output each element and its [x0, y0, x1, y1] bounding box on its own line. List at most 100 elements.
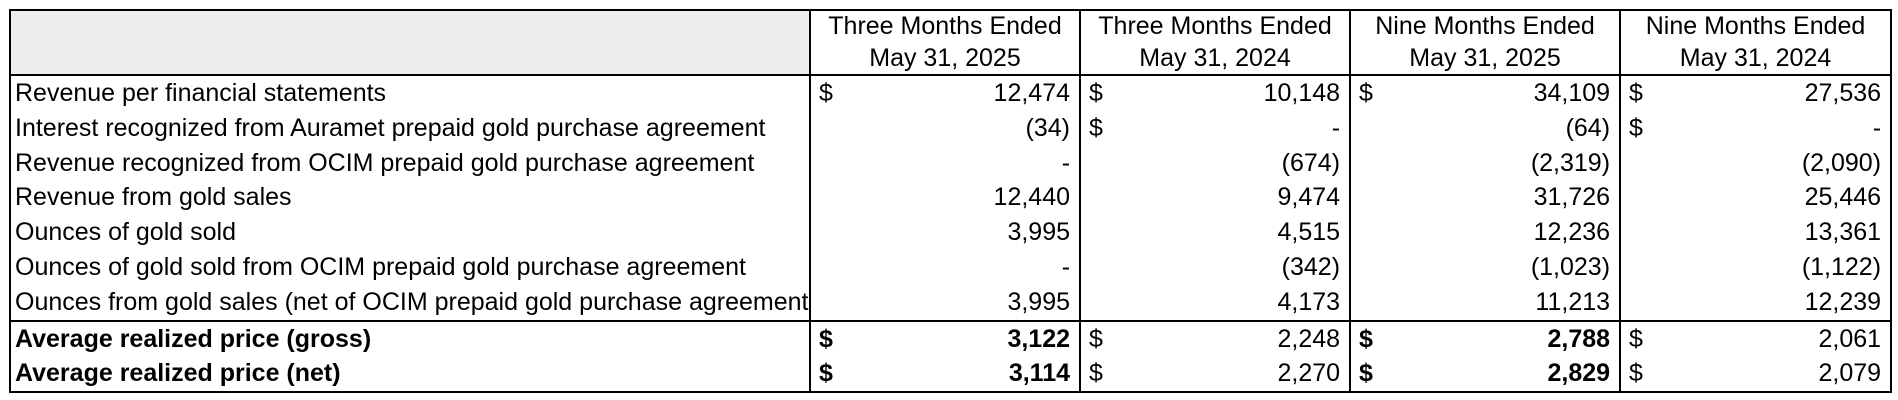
row-label: Ounces from gold sales (net of OCIM prep…: [9, 284, 811, 321]
cell-value: (2,090): [1660, 145, 1893, 181]
cell-value: 25,446: [1660, 180, 1893, 216]
cell-value: 3,114: [850, 356, 1082, 394]
cell-value: -: [850, 249, 1082, 285]
cell-value: 4,515: [1120, 215, 1352, 250]
col-header-period-line1: Three Months Ended: [810, 9, 1082, 43]
cell-value: -: [1120, 110, 1352, 146]
dollar-sign: [1350, 250, 1390, 285]
dollar-sign: $: [1629, 79, 1643, 107]
row-label: Ounces of gold sold from OCIM prepaid go…: [9, 249, 811, 285]
dollar-sign: $: [819, 79, 833, 107]
dollar-sign: $: [810, 356, 850, 394]
col-header-period-line1: Three Months Ended: [1080, 9, 1352, 43]
dollar-sign: [810, 146, 850, 181]
dollar-sign: [810, 111, 850, 146]
col-header-period-line1: Nine Months Ended: [1350, 9, 1622, 43]
cell-value: 13,361: [1660, 215, 1893, 250]
dollar-sign: $: [1089, 79, 1103, 107]
col-header-date: May 31, 2024: [1620, 42, 1893, 76]
table-row: Ounces of gold sold from OCIM prepaid go…: [9, 249, 1893, 285]
cell-value: (1,122): [1660, 249, 1893, 285]
dollar-sign: [1350, 285, 1390, 321]
cell-value: (2,319): [1390, 145, 1622, 181]
dollar-sign: $: [1629, 113, 1643, 142]
dollar-sign: $: [810, 319, 850, 357]
header-corner: [9, 42, 811, 76]
cell-value: 27,536: [1660, 75, 1893, 111]
table-row-total: Average realized price (gross) $3,122 $2…: [9, 319, 1893, 357]
dollar-sign: $: [1350, 356, 1391, 394]
cell-value: (342): [1120, 249, 1352, 285]
cell-value: -: [850, 145, 1082, 181]
dollar-sign: [810, 215, 850, 250]
dollar-sign: [1620, 250, 1660, 285]
dollar-sign: [1080, 285, 1120, 321]
cell-value: 2,829: [1390, 356, 1622, 394]
cell-value: 4,173: [1120, 284, 1352, 321]
table-row: Ounces from gold sales (net of OCIM prep…: [9, 284, 1893, 321]
dollar-sign: $: [1620, 319, 1661, 357]
dollar-sign: [1080, 146, 1120, 181]
row-label: Revenue recognized from OCIM prepaid gol…: [9, 145, 811, 181]
dollar-sign: [1350, 146, 1390, 181]
col-header-date: May 31, 2025: [810, 42, 1082, 76]
cell-value: 2,079: [1660, 356, 1893, 394]
cell-value: 2,270: [1120, 356, 1352, 394]
dollar-sign: [1350, 215, 1390, 250]
table-row: Revenue per financial statements $12,474…: [9, 75, 1893, 111]
dollar-sign: $: [1080, 319, 1121, 357]
dollar-sign: [1350, 111, 1390, 146]
dollar-sign: [810, 285, 850, 321]
dollar-sign: [1080, 250, 1120, 285]
cell-value: -: [1660, 110, 1893, 146]
table-row-total: Average realized price (net) $3,114 $2,2…: [9, 356, 1893, 394]
row-label: Average realized price (gross): [9, 319, 811, 357]
dollar-sign: $: [1359, 79, 1373, 107]
table-row: Revenue from gold sales 12,440 9,474 31,…: [9, 180, 1893, 216]
cell-value: 3,995: [850, 284, 1082, 321]
cell-value: (34): [850, 110, 1082, 146]
dollar-sign: $: [1080, 356, 1121, 394]
cell-value: 12,236: [1390, 215, 1622, 250]
cell-value: 2,788: [1390, 319, 1622, 357]
cell-value: 9,474: [1120, 180, 1352, 216]
dollar-sign: [1080, 215, 1120, 250]
dollar-sign: [1620, 146, 1660, 181]
col-header-date: May 31, 2024: [1080, 42, 1352, 76]
row-label: Average realized price (net): [9, 356, 811, 394]
col-header-period-line1: Nine Months Ended: [1620, 9, 1893, 43]
dollar-sign: [1620, 285, 1660, 321]
header-row-1: Three Months Ended Three Months Ended Ni…: [9, 9, 1893, 43]
dollar-sign: [1350, 180, 1390, 215]
cell-value: 12,239: [1660, 284, 1893, 321]
row-label: Revenue from gold sales: [9, 180, 811, 216]
cell-value: 3,995: [850, 215, 1082, 250]
cell-value: 2,061: [1660, 319, 1893, 357]
cell-value: 34,109: [1390, 75, 1622, 111]
dollar-sign: $: [1350, 319, 1391, 357]
cell-value: (1,023): [1390, 249, 1622, 285]
reconciliation-table: Three Months Ended Three Months Ended Ni…: [9, 9, 1893, 394]
header-row-2: May 31, 2025 May 31, 2024 May 31, 2025 M…: [9, 42, 1893, 76]
cell-value: 2,248: [1120, 319, 1352, 357]
dollar-sign: [810, 180, 850, 215]
table-row: Ounces of gold sold 3,995 4,515 12,236 1…: [9, 215, 1893, 250]
row-label: Ounces of gold sold: [9, 215, 811, 250]
cell-value: (64): [1390, 110, 1622, 146]
cell-value: 31,726: [1390, 180, 1622, 216]
cell-value: 11,213: [1390, 284, 1622, 321]
dollar-sign: [810, 250, 850, 285]
col-header-date: May 31, 2025: [1350, 42, 1622, 76]
dollar-sign: [1080, 180, 1120, 215]
cell-value: 12,440: [850, 180, 1082, 216]
cell-value: 12,474: [850, 75, 1082, 111]
dollar-sign: $: [1620, 356, 1661, 394]
cell-value: 3,122: [850, 319, 1082, 357]
dollar-sign: [1620, 215, 1660, 250]
table-row: Interest recognized from Auramet prepaid…: [9, 110, 1893, 146]
dollar-sign: $: [1089, 113, 1103, 142]
header-corner: [9, 9, 811, 43]
cell-value: (674): [1120, 145, 1352, 181]
row-label: Interest recognized from Auramet prepaid…: [9, 110, 811, 146]
table-row: Revenue recognized from OCIM prepaid gol…: [9, 145, 1893, 181]
